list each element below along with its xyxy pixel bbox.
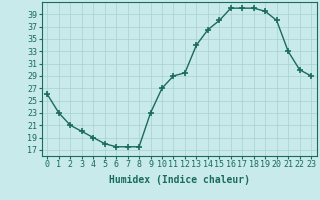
- X-axis label: Humidex (Indice chaleur): Humidex (Indice chaleur): [109, 175, 250, 185]
